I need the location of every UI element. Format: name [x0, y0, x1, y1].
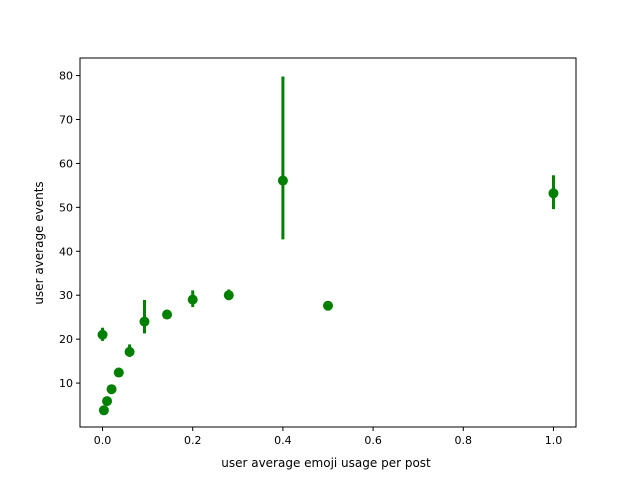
x-axis-label: user average emoji usage per post: [221, 456, 431, 470]
x-tick-label: 0.2: [184, 434, 202, 447]
data-point: [223, 290, 234, 301]
x-tick-label: 0.6: [364, 434, 382, 447]
y-axis-label: user average events: [32, 181, 46, 304]
data-point: [323, 300, 333, 311]
data-point: [97, 329, 108, 340]
y-tick-label: 80: [59, 70, 73, 83]
x-tick-label: 0.4: [274, 434, 292, 447]
x-tick-label: 0.8: [455, 434, 473, 447]
y-tick-label: 30: [59, 289, 73, 302]
y-tick-label: 70: [59, 114, 73, 127]
x-tick-label: 0.0: [94, 434, 112, 447]
axes-frame: [79, 57, 577, 428]
data-point: [187, 294, 198, 305]
data-point: [548, 188, 559, 199]
y-tick-label: 20: [59, 333, 73, 346]
data-point: [139, 316, 150, 327]
data-point: [102, 396, 113, 407]
data-point: [124, 346, 135, 357]
plot-area: [97, 76, 559, 416]
y-tick-label: 40: [59, 245, 73, 258]
data-point: [162, 309, 173, 320]
x-tick-label: 1.0: [545, 434, 563, 447]
x-axis-ticks: 0.0 0.2 0.4 0.6 0.8 1.0: [94, 427, 562, 447]
data-point: [106, 384, 117, 395]
y-axis-ticks: 10 20 30 40 50 60 70 80: [59, 70, 80, 390]
y-tick-label: 60: [59, 157, 73, 170]
data-point: [98, 405, 109, 416]
y-tick-label: 50: [59, 201, 73, 214]
data-point: [277, 175, 288, 186]
y-tick-label: 10: [59, 377, 73, 390]
data-point: [113, 367, 124, 378]
